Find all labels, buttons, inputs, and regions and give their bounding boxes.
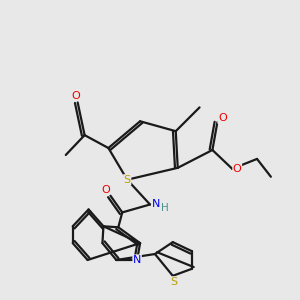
Text: O: O — [233, 164, 242, 174]
Text: O: O — [101, 184, 110, 195]
Text: N: N — [133, 255, 141, 265]
Text: O: O — [71, 91, 80, 100]
Text: H: H — [161, 203, 169, 214]
Text: O: O — [218, 113, 227, 123]
Text: S: S — [124, 175, 131, 185]
Text: N: N — [152, 200, 160, 209]
Text: S: S — [170, 277, 177, 287]
